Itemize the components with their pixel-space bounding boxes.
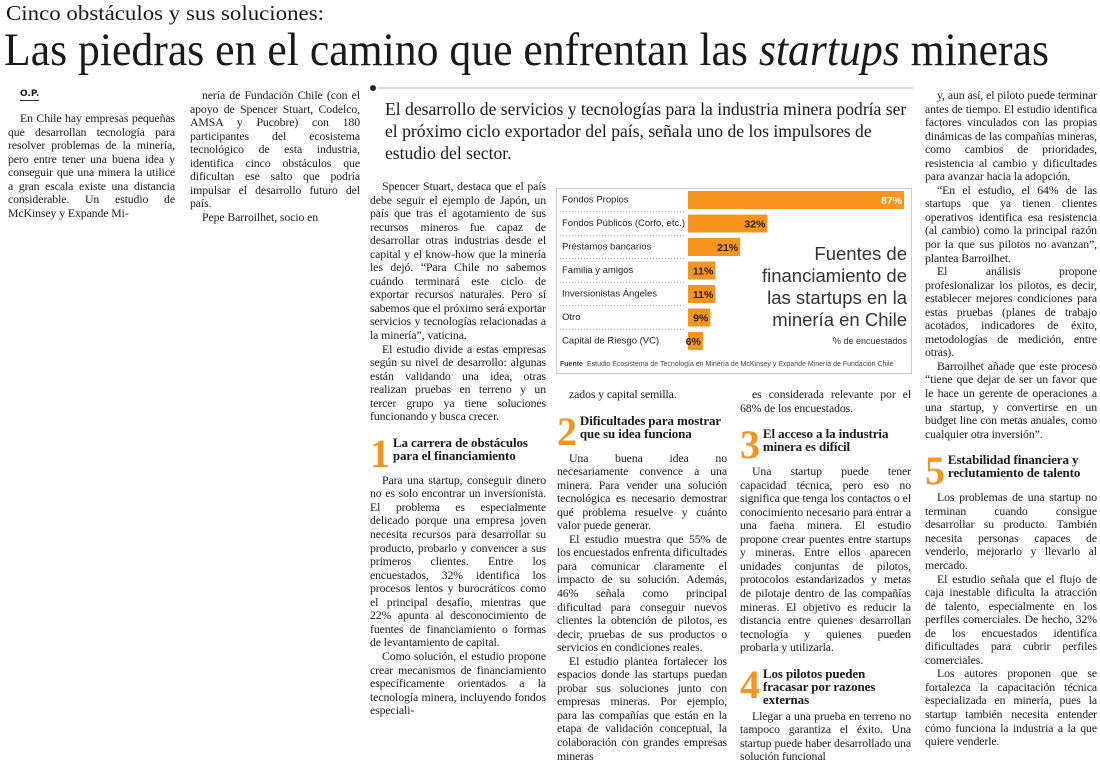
value-label: 87% [881,195,903,207]
value-label: 11% [693,289,714,301]
value-label: 9% [693,312,709,324]
text-column: En Chile hay empresas pequeñas que desar… [8,112,175,784]
paragraph: Los autores proponen que se fortalezca l… [925,666,1097,749]
headline-text: Las piedras en el camino que enfrentan l… [4,24,759,76]
category-label: Fondos Propios [562,195,629,206]
category-label: Préstamos bancarios [562,242,651,253]
text-column: nería de Fundación Chile (con el apoyo d… [190,89,360,784]
paragraph: “En el estudio, el 64% de las startups q… [925,182,1097,265]
paragraph: El análisis propone profesionalizar los … [925,264,1097,360]
chart-source: Fuente Estudio Ecosistema de Tecnología e… [560,361,910,368]
chart-frame [556,188,912,374]
paragraph: nería de Fundación Chile (con el apoyo d… [190,89,360,211]
headline: Las piedras en el camino que enfrentan l… [4,24,1049,76]
text-column: zados y capital semilla. 2 Dificultades pa… [557,388,727,784]
value-label: 11% [693,265,714,277]
paragraph: zados y capital semilla. [569,388,677,401]
paragraph: El estudio divide a estas empresas según… [370,341,546,424]
text-column: es considerada relevante por el 68% de l… [740,388,911,784]
bar [688,214,768,233]
paragraph: En Chile hay empresas pequeñas que desar… [8,112,175,220]
category-label: Fondos Públicos (Corfo, etc.) [562,218,685,229]
value-label: 6% [686,336,702,348]
paragraph: El estudio señala que el flujo de caja i… [925,571,1097,667]
source-label: Fuente [560,361,583,368]
category-label: Capital de Riesgo (VC) [562,336,659,347]
byline: O.P. [20,89,40,101]
paragraph: El estudio muestra que 55% de los encues… [557,531,727,655]
paragraph: es considerada relevante por el 68% de l… [740,388,911,415]
headline-emphasis: startups [758,24,900,76]
chart-title: Fuentes de financiamiento de las startup… [761,243,907,330]
paragraph: Una startup puede tener capacidad técnic… [740,464,911,655]
section-title: La carrera de obstáculos para el financi… [392,435,528,463]
text-column: Spencer Stuart, destaca que el país debe… [370,180,546,784]
section-heading: 2 Dificultades para mostrar que su idea f… [557,414,727,448]
bar [688,285,716,303]
section-title: Estabilidad financiera y reclutamiento d… [947,453,1081,481]
bar [688,261,716,280]
deck-rule [370,85,913,91]
section-heading: 3 El acceso a la industria minera es difí… [740,427,911,461]
section-number: 5 [925,453,945,488]
chart-subtitle: % de encuestados [832,336,907,346]
paragraph: Barroilhet añade que este proceso “tiene… [925,358,1097,441]
section-number: 3 [740,427,760,462]
chart: Fondos Propios 87% Fondos Públicos (Corfo,… [556,188,912,374]
paragraph: El estudio plantea fortalecer los espaci… [557,653,727,763]
deck: El desarrollo de servicios y tecnologías… [385,99,907,163]
category-label: Familia y amigos [562,265,634,276]
bar [688,332,703,350]
text-column: y, aun así, el piloto puede terminar ant… [925,89,1097,784]
paragraph: Como solución, el estudio propone crear … [370,648,546,718]
section-heading: 1 La carrera de obstáculos para el financ… [370,436,546,470]
bar [688,308,711,327]
paragraph: Para una startup, conseguir dinero no es… [370,472,546,650]
kicker: Cinco obstáculos y sus soluciones: [6,1,324,25]
paragraph: Spencer Stuart, destaca que el país debe… [370,180,546,343]
section-title: Dificultades para mostrar que su idea fu… [579,413,721,441]
section-title: El acceso a la industria minera es difíc… [762,427,889,455]
headline-text: mineras [899,24,1049,76]
source-text: Estudio Ecosistema de Tecnología en Mine… [586,361,894,368]
paragraph: Pepe Barroilhet, socio en [202,209,319,224]
paragraph: Una buena idea no necesariamente convenc… [557,450,727,533]
section-number: 1 [370,435,390,470]
section-number: 2 [557,413,577,448]
bar [688,238,741,256]
section-heading: 5 Estabilidad financiera y reclutamiento … [925,453,1097,487]
section-title: Los pilotos pueden fracasar por razones … [762,666,876,706]
bar [688,191,904,209]
section-heading: 4 Los pilotos pueden fracasar por razones… [740,667,911,706]
value-label: 32% [744,218,766,230]
value-label: 21% [717,242,739,254]
section-number: 4 [740,666,760,706]
paragraph: Llegar a una prueba en terreno no tampoc… [740,708,911,764]
paragraph: y, aun así, el piloto puede terminar ant… [925,89,1097,184]
category-label: Inversionistas Ángeles [562,289,657,300]
paragraph: Los problemas de una startup no terminan… [925,490,1097,572]
category-label: Otro [562,312,580,323]
